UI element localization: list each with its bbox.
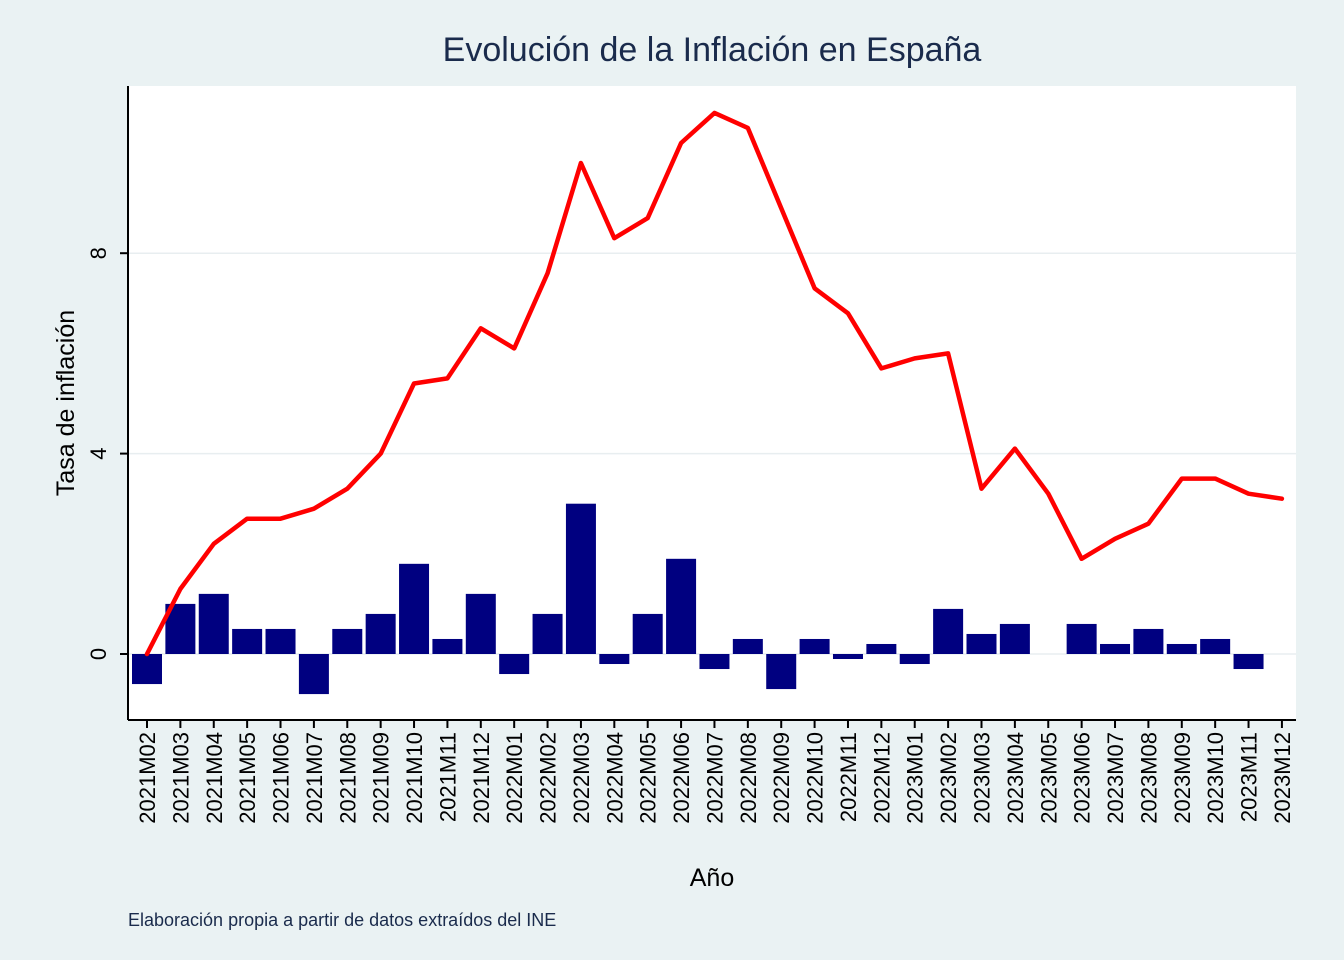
bar-2022M02 <box>532 613 563 654</box>
x-axis-title: Año <box>690 864 734 892</box>
y-tick-label: 8 <box>86 247 111 259</box>
y-tick-label: 0 <box>86 648 111 660</box>
y-axis-title: Tasa de inflación <box>52 310 80 496</box>
x-tick-label: 2023M10 <box>1203 732 1228 824</box>
x-tick-label: 2021M04 <box>202 732 227 824</box>
x-tick-label: 2021M10 <box>402 732 427 824</box>
bar-2022M12 <box>866 643 897 654</box>
bar-2023M08 <box>1133 628 1164 654</box>
x-tick-label: 2021M06 <box>269 732 294 824</box>
x-tick-label: 2023M09 <box>1170 732 1195 824</box>
bar-2023M06 <box>1066 623 1097 654</box>
x-tick-label: 2023M06 <box>1070 732 1095 824</box>
bar-2021M07 <box>298 654 329 695</box>
inflation-line <box>144 110 1285 657</box>
x-tick-label: 2021M11 <box>435 732 460 822</box>
bar-2021M06 <box>265 628 296 654</box>
x-tick-label: 2023M01 <box>903 732 928 824</box>
x-tick-label: 2021M05 <box>235 732 260 824</box>
x-tick-label: 2022M04 <box>602 732 627 824</box>
bar-2023M02 <box>933 608 964 654</box>
x-tick-label: 2021M02 <box>135 732 160 824</box>
axes <box>127 86 1296 721</box>
x-tick-label: 2021M03 <box>168 732 193 824</box>
bar-2023M04 <box>999 623 1030 654</box>
bar-2022M05 <box>632 613 663 654</box>
x-tick-label: 2021M08 <box>335 732 360 824</box>
x-tick-label: 2022M02 <box>536 732 561 824</box>
y-ticks: 0 4 8 <box>86 247 128 660</box>
bar-2022M04 <box>599 654 630 665</box>
line-series <box>144 110 1285 657</box>
bar-2022M01 <box>499 654 530 675</box>
x-tick-label: 2022M08 <box>736 732 761 824</box>
bar-2022M07 <box>699 654 730 670</box>
x-tick-label: 2021M07 <box>302 732 327 824</box>
bar-2022M08 <box>732 638 763 654</box>
x-tick-label: 2022M12 <box>869 732 894 824</box>
x-tick-label: 2022M05 <box>636 732 661 824</box>
bar-2021M08 <box>332 628 363 654</box>
x-tick-label: 2023M11 <box>1237 732 1262 822</box>
bar-2023M09 <box>1166 643 1197 654</box>
bar-2022M06 <box>666 558 697 654</box>
x-tick-label: 2023M08 <box>1136 732 1161 824</box>
bar-2022M03 <box>565 503 596 654</box>
x-tick-label: 2021M12 <box>469 732 494 824</box>
x-tick-label: 2023M04 <box>1003 732 1028 824</box>
bar-2022M10 <box>799 638 830 654</box>
x-tick-label: 2022M01 <box>502 732 527 824</box>
bar-2021M11 <box>432 638 463 654</box>
x-tick-label: 2023M05 <box>1036 732 1061 824</box>
x-tick-label: 2022M10 <box>803 732 828 824</box>
bar-2021M04 <box>198 593 229 654</box>
x-tick-label: 2023M12 <box>1270 732 1295 824</box>
x-tick-label: 2023M07 <box>1103 732 1128 824</box>
y-tick-label: 4 <box>86 447 111 459</box>
bar-2023M11 <box>1233 654 1264 670</box>
x-tick-label: 2022M06 <box>669 732 694 824</box>
x-tick-label: 2022M07 <box>702 732 727 824</box>
bar-series <box>132 503 1264 695</box>
bar-2023M07 <box>1100 643 1131 654</box>
x-tick-label: 2023M02 <box>936 732 961 824</box>
x-tick-label: 2022M09 <box>769 732 794 824</box>
bar-2022M09 <box>766 654 797 690</box>
bar-2021M12 <box>465 593 496 654</box>
x-tick-label: 2022M03 <box>569 732 594 824</box>
bar-2023M03 <box>966 633 997 654</box>
x-ticks: 2021M02 2021M03 2021M04 2021M05 2021M06 2021M… <box>135 720 1295 824</box>
bar-2022M11 <box>832 654 863 660</box>
bar-2021M09 <box>365 613 396 654</box>
source-note: Elaboración propia a partir de datos ext… <box>128 910 556 930</box>
bar-2021M02 <box>132 654 162 685</box>
x-tick-label: 2021M09 <box>369 732 394 824</box>
x-tick-label: 2022M11 <box>836 732 861 822</box>
bar-2021M10 <box>399 563 430 654</box>
bar-2023M10 <box>1200 638 1231 654</box>
plot-area <box>128 86 1296 720</box>
bar-2023M01 <box>899 654 930 665</box>
x-tick-label: 2023M03 <box>970 732 995 824</box>
chart-title: Evolución de la Inflación en España <box>443 31 982 69</box>
bar-2021M05 <box>232 628 263 654</box>
